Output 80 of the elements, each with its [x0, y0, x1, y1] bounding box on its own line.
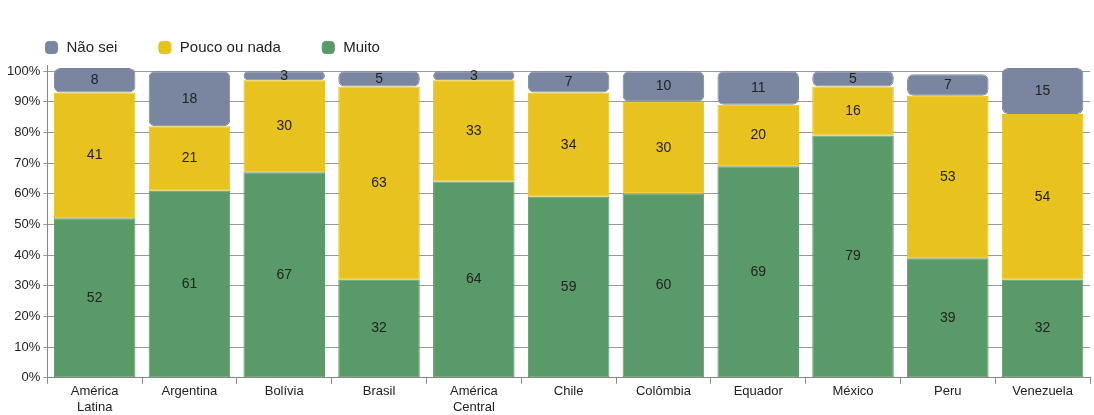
y-tick-label: 50%	[14, 216, 41, 232]
bar	[812, 86, 894, 136]
x-tick-label: Peru	[934, 383, 962, 399]
data-label: 15	[1034, 81, 1051, 98]
y-tick-label: 0%	[21, 369, 41, 385]
data-label: 7	[943, 75, 952, 92]
bar	[433, 80, 515, 182]
bar	[1001, 114, 1084, 280]
bar	[527, 92, 610, 197]
bar	[622, 101, 705, 194]
bar	[243, 80, 325, 173]
y-tick-label: 30%	[14, 277, 41, 293]
x-tick-label: Brasil	[362, 383, 396, 399]
data-label: 63	[371, 173, 388, 190]
y-tick-label: 80%	[14, 124, 41, 140]
data-label: 3	[469, 66, 478, 83]
bar	[1001, 279, 1084, 378]
bar	[338, 279, 420, 378]
data-label: 60	[655, 276, 672, 293]
x-tick-label: Colômbia	[635, 383, 692, 399]
data-label: 32	[371, 319, 388, 336]
data-label: 30	[276, 117, 293, 134]
y-tick-label: 20%	[14, 308, 41, 324]
y-tick-label: 40%	[14, 246, 41, 262]
data-label: 3	[280, 66, 289, 83]
bar	[907, 95, 989, 259]
data-label: 41	[86, 146, 103, 163]
bar	[243, 172, 325, 378]
x-tick-label: Chile	[553, 383, 584, 399]
data-label: 69	[750, 262, 767, 279]
y-tick-label: 10%	[14, 338, 41, 354]
data-label: 32	[1034, 319, 1051, 336]
data-label: 21	[181, 149, 198, 166]
x-tick-label: Venezuela	[1012, 383, 1074, 399]
data-label: 52	[86, 288, 103, 305]
bar	[717, 166, 799, 378]
legend-label: Muito	[343, 37, 380, 55]
legend-label: Não sei	[66, 37, 118, 55]
data-label: 64	[466, 270, 482, 287]
x-tick-label: Argentina	[161, 383, 219, 399]
data-label: 30	[655, 138, 672, 155]
bar	[338, 86, 420, 280]
data-label: 10	[655, 77, 672, 94]
bar	[148, 190, 231, 378]
data-label: 8	[90, 71, 99, 88]
x-tick-label: Equador	[733, 383, 784, 399]
data-label: 18	[181, 89, 198, 106]
data-label: 5	[849, 69, 858, 86]
bar	[433, 181, 515, 378]
x-tick-label: Bolívia	[264, 383, 305, 399]
data-label: 34	[560, 135, 577, 152]
bar	[53, 218, 136, 378]
data-label: 16	[845, 101, 862, 118]
bar	[622, 193, 705, 378]
legend-label: Pouco ou nada	[179, 37, 282, 55]
y-tick-label: 60%	[14, 185, 41, 201]
y-tick-label: 100%	[7, 62, 41, 78]
data-label: 33	[466, 121, 482, 138]
data-label: 7	[564, 72, 573, 89]
data-label: 79	[845, 247, 862, 264]
data-label: 20	[750, 126, 767, 143]
bar	[907, 258, 989, 378]
bar	[812, 135, 894, 378]
y-tick-label: 70%	[14, 154, 41, 170]
y-tick-label: 90%	[14, 93, 41, 109]
x-tick-label: América Central	[449, 383, 499, 414]
data-label: 53	[940, 167, 956, 184]
data-label: 54	[1034, 187, 1051, 204]
x-tick-label: América Latina	[70, 383, 120, 414]
data-label: 11	[750, 78, 766, 95]
bar	[148, 126, 231, 191]
data-label: 61	[181, 274, 198, 291]
bar	[717, 104, 799, 167]
data-label: 39	[940, 308, 956, 325]
bar	[53, 92, 136, 219]
x-tick-label: México	[832, 383, 874, 399]
data-label: 67	[276, 265, 293, 282]
data-label: 5	[375, 69, 384, 86]
bar	[527, 196, 610, 378]
data-label: 59	[560, 277, 577, 294]
